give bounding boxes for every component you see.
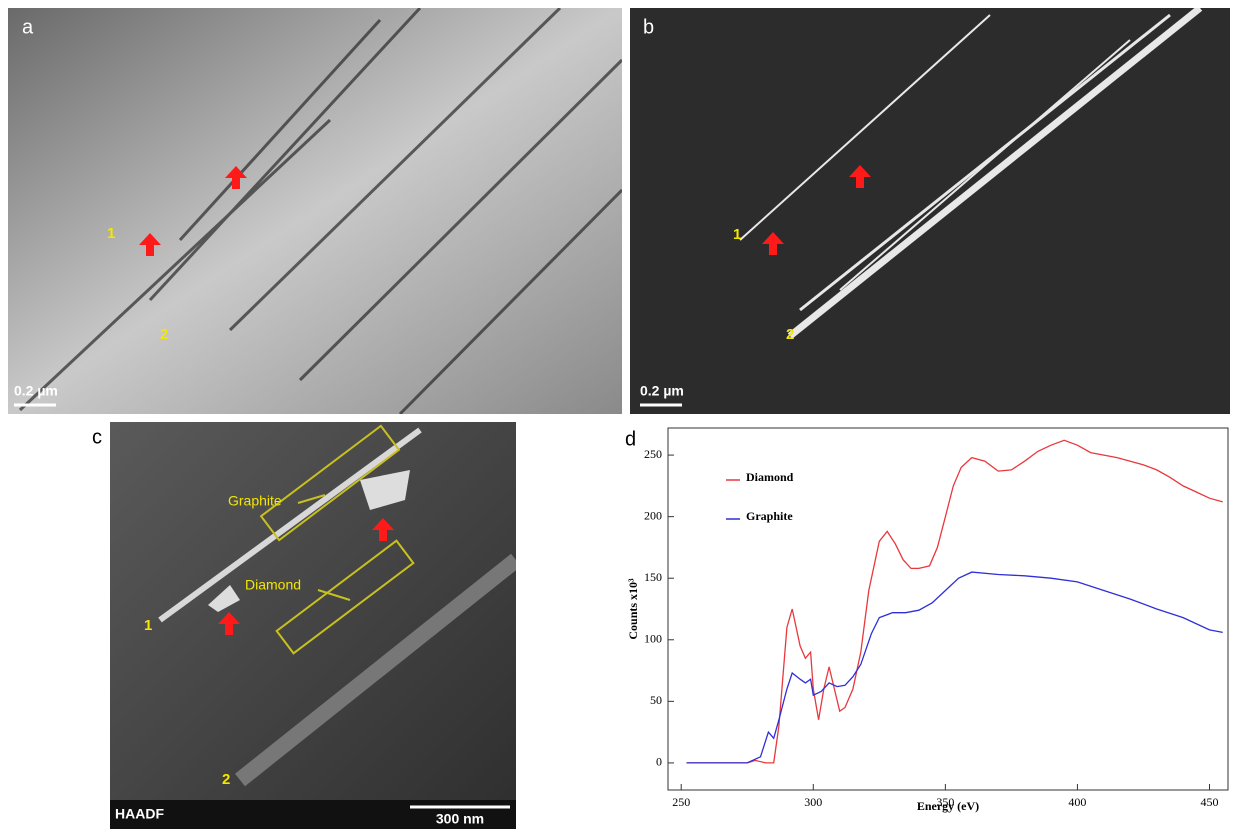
y-tick-label: 200 — [644, 508, 662, 522]
micrograph — [8, 8, 622, 414]
annotation: Diamond — [245, 577, 301, 593]
legend-label: Graphite — [746, 509, 793, 523]
x-axis-label: Energy (eV) — [917, 799, 979, 813]
panel-label: a — [22, 16, 34, 38]
marker: 2 — [222, 771, 230, 788]
micrograph — [110, 422, 516, 829]
marker: 1 — [733, 226, 741, 243]
spectrum-line — [687, 440, 1223, 763]
scale-label: 300 nm — [436, 811, 484, 827]
marker: 2 — [160, 326, 168, 343]
marker: 1 — [107, 225, 115, 242]
legend-label: Diamond — [746, 470, 794, 484]
annotation: Graphite — [228, 493, 282, 509]
panel-label: d — [625, 428, 636, 450]
y-tick-label: 50 — [650, 693, 662, 707]
marker: 2 — [786, 326, 794, 343]
scale-label: 0.2 µm — [640, 383, 684, 399]
panel-b: b 1 2 0.2 µm — [630, 8, 1230, 414]
x-tick-label: 400 — [1068, 795, 1086, 809]
panel-c: c Graphite Diamond 1 2 HAADF 300 nm — [92, 422, 516, 829]
spectrum-line — [687, 572, 1223, 763]
y-axis-label: Counts x10³ — [626, 578, 640, 640]
scale-label: 0.2 µm — [14, 383, 58, 399]
y-tick-label: 250 — [644, 447, 662, 461]
detector: HAADF — [115, 806, 164, 822]
x-tick-label: 250 — [672, 795, 690, 809]
y-tick-label: 100 — [644, 632, 662, 646]
panel-label: c — [92, 426, 102, 448]
x-tick-label: 300 — [804, 795, 822, 809]
y-tick-label: 150 — [644, 570, 662, 584]
y-tick-label: 0 — [656, 755, 662, 769]
marker: 1 — [144, 617, 152, 634]
panel-a: a 1 2 0.2 µm — [8, 8, 622, 414]
x-tick-label: 450 — [1201, 795, 1219, 809]
figure: a 1 2 0.2 µm b 1 2 0.2 µm c — [0, 0, 1238, 829]
panel-label: b — [643, 16, 654, 38]
